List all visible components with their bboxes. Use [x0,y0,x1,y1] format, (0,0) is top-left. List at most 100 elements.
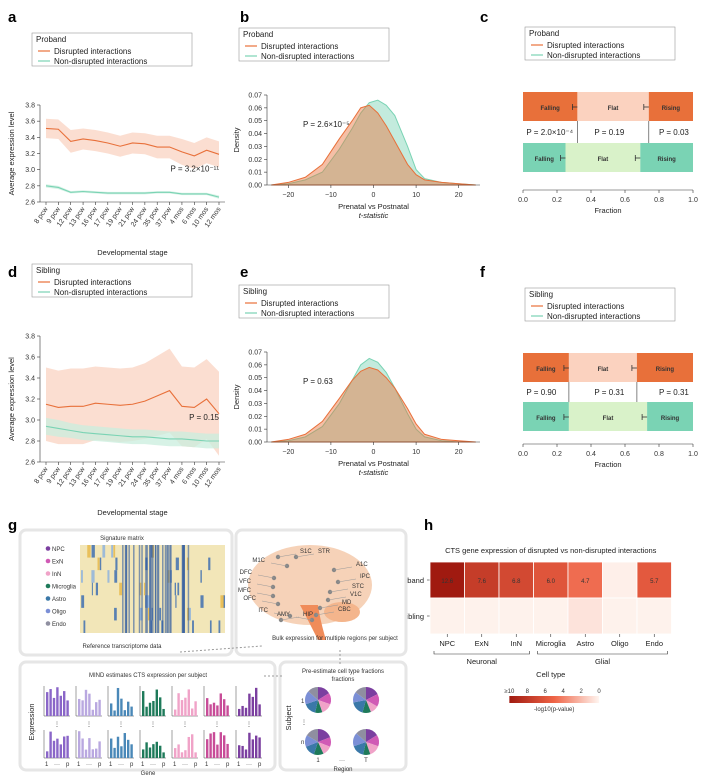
heatmap-cell [636,561,672,599]
region-leader [256,592,274,597]
heatmap-stripe [124,545,127,633]
mini-bar [206,739,209,758]
pie-slice [318,742,331,754]
expression-axis-title: Expression [27,703,36,740]
segment-label: Rising [657,157,676,163]
cell-type-dot [45,583,51,589]
mini-bar [174,709,177,716]
mini-bar [91,749,94,758]
group-bracket [433,651,530,655]
mini-bar [244,707,248,716]
cell-value-label: 6.0 [547,579,556,585]
mini-bar [223,735,226,758]
region-label: OFC [243,596,256,602]
mini-bar [95,748,98,758]
heatmap-stripe [114,570,118,583]
heatmap-stripe [170,545,172,633]
heatmap-stripe [175,557,179,571]
mini-bar [123,710,126,716]
fraction-segment-flat [568,402,648,431]
segment-label: Falling [541,106,561,112]
column-label: Astro [576,639,594,648]
mini-bar [46,692,49,716]
heatmap-stripe [162,545,164,633]
mini-bar [184,750,187,758]
gene-axis-tick: p [194,762,198,768]
legend-item-disrupted: Disrupted interactions [261,42,338,51]
cell-type-dot [45,596,51,601]
mini-bar [152,744,155,758]
heatmap-stripe [81,570,83,583]
mini-bar [110,703,113,716]
signature-title: Signature matrix [100,536,144,542]
mini-bar [206,698,209,716]
region-tick: 1 [316,758,320,764]
mini-bar [142,691,145,716]
legend-item-nondisrupted: Non-disrupted interactions [54,57,147,66]
colorbar-tick: 6 [544,689,548,695]
x-axis-title: Developmental stage [97,248,167,257]
vertical-ellipsis: ⋮ [214,722,220,728]
fraction-segment-falling [523,353,569,382]
gene-axis-tick: ··· [150,762,156,768]
pie-slice [305,691,318,705]
heatmap-stripe [87,545,91,558]
pie-slice [305,700,318,713]
region-leader [329,588,349,593]
heatmap-stripe [115,557,118,571]
gene-axis-tick: ··· [86,762,92,768]
column-label: InN [510,639,522,648]
mini-bar [216,744,219,758]
pie-slice [318,737,331,747]
x-tick-label: 10 [412,192,420,199]
mini-bar [130,744,133,758]
region-tick: T [364,758,368,764]
legend-title: Proband [36,35,66,44]
heatmap-stripe [99,557,102,571]
x-axis-subtitle: t-statistic [359,211,389,220]
heatmap-stripe [145,545,147,633]
heatmap-cell [602,597,638,635]
mini-bar [238,745,241,758]
region-leader [257,574,275,579]
gene-axis-tick: 1 [77,762,81,768]
cell-type-label: Oligo [52,610,67,616]
pie-slice [366,694,379,707]
pie-slice [366,729,378,742]
heatmap-stripe [187,545,190,633]
row-label: Sibling [401,612,424,621]
panel-letter-e: e [240,264,248,281]
subject-tick: 1 [301,699,305,705]
mini-bar [148,747,152,758]
heatmap-stripe [157,545,160,633]
mini-bar [187,689,190,716]
region-label: IPC [360,574,371,580]
colorbar-tick: 0 [597,689,601,695]
pie-slice [366,735,380,747]
cerebellum-shape [324,602,360,622]
mini-bar [216,705,219,716]
legend-d: Sibling Disrupted interactionsNon-disrupt… [31,263,193,298]
mini-bar [145,742,148,758]
gene-axis-tick: 1 [205,762,209,768]
heatmap-stripe [167,545,169,633]
cell-type-dot [45,608,51,614]
fraction-segment-falling [523,143,566,172]
y-tick-label: 0.02 [248,157,262,164]
panel-letter-g: g [8,517,17,534]
fraction-segment-flat [568,353,637,382]
region-leader [327,596,347,601]
mini-bar [219,732,222,758]
mini-bar [255,687,258,716]
colorbar-tick: ≥10 [504,689,515,695]
mini-bar [238,708,241,716]
mini-bar [116,736,120,758]
reference-label: Reference transcriptome data [82,644,162,650]
series-line-nondisrupted [45,425,219,442]
mini-bar [148,702,152,716]
mini-bar [46,751,49,758]
y-tick-label: 0.06 [248,105,262,112]
mini-bar [98,741,101,758]
legend-frame [31,32,193,67]
